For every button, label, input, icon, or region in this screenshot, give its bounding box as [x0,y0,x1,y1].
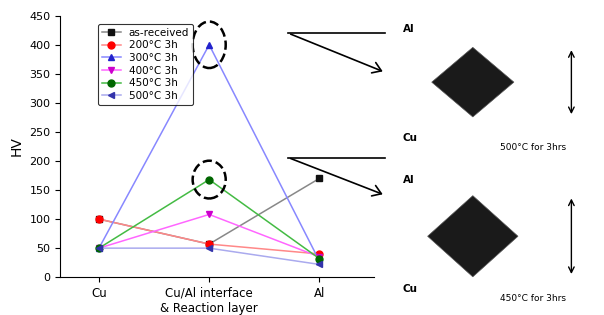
Polygon shape [432,47,514,117]
Text: Cu: Cu [403,133,418,143]
Text: Al: Al [403,175,414,186]
Text: Al: Al [403,24,414,34]
Text: 450°C for 3hrs: 450°C for 3hrs [500,294,565,303]
Polygon shape [428,196,518,277]
Text: 500°C for 3hrs: 500°C for 3hrs [500,143,565,152]
Y-axis label: HV: HV [10,136,24,157]
Text: Cu: Cu [403,284,418,294]
Legend: as-received, 200°C 3h, 300°C 3h, 400°C 3h, 450°C 3h, 500°C 3h: as-received, 200°C 3h, 300°C 3h, 400°C 3… [98,24,193,105]
